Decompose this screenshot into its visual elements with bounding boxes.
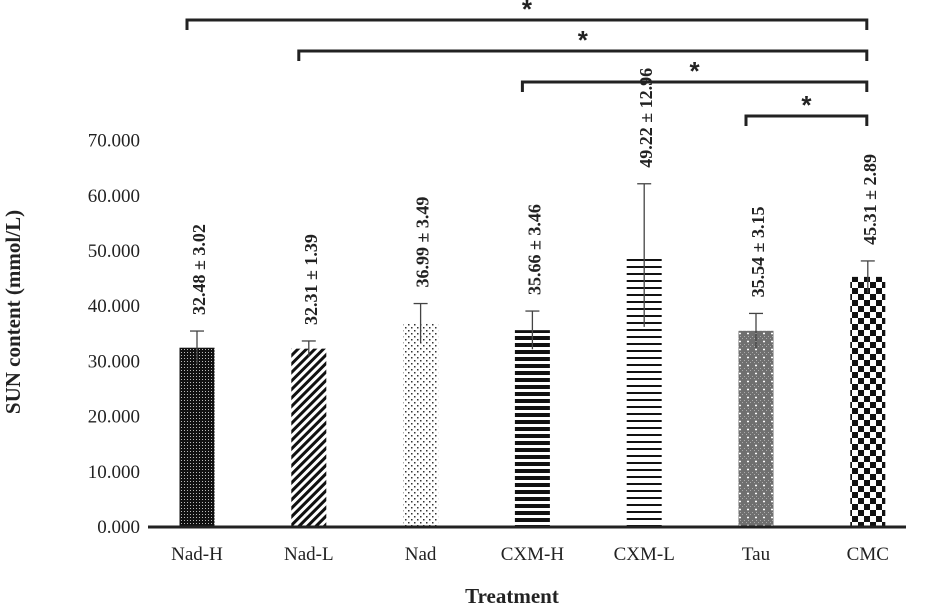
- x-axis-tick-labels: Nad-H Nad-L Nad CXM-H CXM-L Tau CMC: [171, 544, 889, 565]
- data-label: 32.48 ± 3.02: [189, 224, 209, 315]
- y-tick-label: 40.000: [88, 296, 140, 317]
- x-tick-label: Nad-H: [171, 544, 223, 565]
- error-bars: [190, 183, 875, 365]
- y-axis-tick-labels: 0.000 10.000 20.000 30.000 40.000 50.000 60.00…: [88, 131, 140, 538]
- bar-cxm-h: [514, 330, 550, 527]
- data-labels: 32.48 ± 3.02 32.31 ± 1.39 36.99 ± 3.49 35.6…: [189, 68, 880, 325]
- x-tick-label: CXM-L: [614, 544, 675, 565]
- y-axis-title: SUN content (mmol/L): [1, 210, 25, 414]
- bar-tau: [738, 330, 774, 527]
- data-label: 35.54 ± 3.15: [748, 207, 768, 298]
- x-axis-title: Treatment: [465, 584, 559, 606]
- error-bar: [749, 312, 763, 349]
- error-bar: [525, 310, 540, 350]
- significance-star: *: [578, 25, 589, 55]
- y-tick-label: 10.000: [88, 462, 140, 483]
- significance-star: *: [522, 0, 533, 24]
- data-label: 35.66 ± 3.46: [524, 204, 544, 295]
- y-tick-label: 30.000: [88, 351, 140, 372]
- error-bar: [413, 302, 428, 343]
- y-tick-label: 60.000: [88, 186, 140, 207]
- data-label: 32.31 ± 1.39: [301, 234, 321, 325]
- error-bar: [190, 330, 204, 365]
- significance-star: *: [690, 56, 701, 86]
- x-tick-label: Tau: [742, 544, 771, 565]
- x-tick-label: Nad: [405, 544, 437, 565]
- bracket-line: [520, 80, 869, 92]
- bracket-line: [744, 114, 869, 126]
- x-tick-label: CXM-H: [501, 544, 565, 565]
- error-bar: [860, 260, 875, 293]
- significance-bracket: *: [520, 56, 869, 92]
- y-tick-label: 70.000: [88, 131, 140, 152]
- bracket-line: [185, 18, 869, 30]
- bar-nad: [403, 322, 439, 527]
- data-label: 49.22 ± 12.96: [636, 68, 656, 168]
- bars: [179, 255, 886, 527]
- data-label: 36.99 ± 3.49: [413, 197, 433, 288]
- data-label: 45.31 ± 2.89: [860, 154, 880, 245]
- y-tick-label: 0.000: [97, 517, 140, 538]
- x-tick-label: Nad-L: [284, 544, 334, 565]
- bar-nad-l: [291, 348, 327, 527]
- y-tick-label: 20.000: [88, 407, 140, 428]
- bracket-line: [297, 49, 869, 61]
- error-bar: [637, 183, 652, 327]
- significance-brackets: * * * *: [185, 0, 869, 126]
- significance-star: *: [801, 90, 812, 120]
- x-tick-label: CMC: [847, 544, 889, 565]
- error-bar: [301, 340, 316, 357]
- bar-cmc: [850, 276, 886, 527]
- y-tick-label: 50.000: [88, 241, 140, 262]
- significance-bracket: *: [185, 0, 869, 30]
- significance-bracket: *: [744, 90, 869, 126]
- bar-nad-h: [179, 347, 215, 527]
- significance-bracket: *: [297, 25, 869, 61]
